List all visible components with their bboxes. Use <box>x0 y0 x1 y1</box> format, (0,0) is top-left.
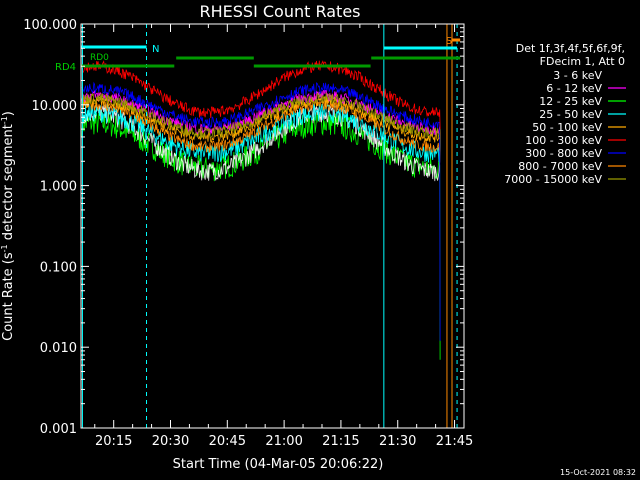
y-tick-label: 0.010 <box>40 341 77 356</box>
annotation-s: S <box>446 36 452 47</box>
y-tick-label: 0.100 <box>40 260 77 275</box>
y-tick-label: 0.001 <box>40 422 77 437</box>
x-axis: 20:15 20:30 20:45 21:00 21:15 21:30 21:45 <box>94 24 473 449</box>
series-line-25-50kev <box>81 102 441 163</box>
legend: Det 1f,3f,4f,5f,6f,9f, FDecim 1, Att 0 3… <box>504 42 626 186</box>
legend-header-line1: Det 1f,3f,4f,5f,6f,9f, <box>516 42 625 55</box>
legend-header-line2: FDecim 1, Att 0 <box>540 55 625 68</box>
y-tick-label: 100.000 <box>23 18 77 33</box>
legend-label: 7000 - 15000 keV <box>504 173 602 186</box>
x-tick-label: 21:15 <box>322 434 359 449</box>
footer-date: 15-Oct-2021 08:32 <box>560 468 636 477</box>
x-tick-label: 21:30 <box>379 434 416 449</box>
legend-label: 3 - 6 keV <box>553 69 602 82</box>
series-line-7000-15000kev <box>81 91 441 140</box>
legend-label: 50 - 100 keV <box>532 121 602 134</box>
annotation-rd4: RD4 <box>55 62 76 73</box>
series-line-3-6kev <box>81 104 441 182</box>
x-tick-label: 20:30 <box>152 434 189 449</box>
legend-label: 12 - 25 keV <box>539 95 602 108</box>
series-line-300-800kev <box>81 81 441 341</box>
x-tick-label: 21:00 <box>265 434 302 449</box>
legend-label: 800 - 7000 keV <box>518 160 602 173</box>
chart-title: RHESSI Count Rates <box>200 2 361 21</box>
x-axis-label: Start Time (04-Mar-05 20:06:22) <box>173 457 384 472</box>
legend-label: 100 - 300 keV <box>525 134 602 147</box>
annotation-rd0: RD0 <box>90 53 109 63</box>
legend-label: 6 - 12 keV <box>546 82 602 95</box>
y-axis-label: Count Rate (s-1 detector segment-1) <box>0 111 16 341</box>
legend-label: 300 - 800 keV <box>525 147 602 160</box>
x-tick-label: 20:45 <box>209 434 246 449</box>
y-axis: 0.001 0.010 0.100 1.000 10.000 100.000 <box>23 18 464 437</box>
x-tick-label: 21:45 <box>436 434 473 449</box>
data-layer: RD0 RD4 N S <box>55 24 461 428</box>
legend-label: 25 - 50 keV <box>539 108 602 121</box>
y-tick-label: 10.000 <box>32 99 78 114</box>
y-tick-label: 1.000 <box>40 180 77 195</box>
annotation-n: N <box>152 44 159 55</box>
plot-frame <box>80 23 465 429</box>
series-line-100-300kev <box>81 60 441 130</box>
x-tick-label: 20:15 <box>95 434 132 449</box>
